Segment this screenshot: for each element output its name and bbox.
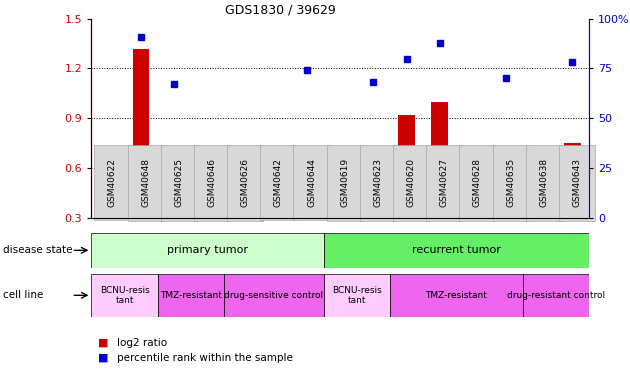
Text: BCNU-resis
tant: BCNU-resis tant (332, 286, 382, 305)
Text: disease state: disease state (3, 245, 72, 255)
Bar (390, 274, 523, 317)
Text: GSM40638: GSM40638 (539, 158, 548, 207)
Text: GSM40648: GSM40648 (141, 158, 150, 207)
Bar (398, 115, 415, 218)
Text: GSM40644: GSM40644 (307, 158, 316, 207)
Bar (166, 206, 183, 218)
Bar (332, 178, 348, 218)
Bar (365, 208, 382, 218)
Text: BCNU-resis
tant: BCNU-resis tant (100, 286, 149, 305)
Text: GSM40626: GSM40626 (241, 158, 249, 207)
Text: TMZ-resistant: TMZ-resistant (160, 291, 222, 300)
Text: GSM40619: GSM40619 (340, 158, 349, 207)
Text: drug-resistant control: drug-resistant control (507, 291, 605, 300)
Text: drug-sensitive control: drug-sensitive control (224, 291, 323, 300)
Bar (91, 232, 324, 268)
Bar (224, 274, 324, 317)
Text: GSM40628: GSM40628 (473, 158, 482, 207)
Bar (91, 274, 158, 317)
Bar (324, 232, 589, 268)
Text: GSM40646: GSM40646 (207, 158, 217, 207)
Text: GSM40635: GSM40635 (506, 158, 515, 207)
Text: ■: ■ (98, 338, 108, 348)
Text: GSM40623: GSM40623 (374, 158, 382, 207)
Bar (324, 274, 390, 317)
Text: primary tumor: primary tumor (167, 245, 248, 255)
Bar (498, 188, 514, 218)
Bar (432, 102, 448, 217)
Text: GSM40642: GSM40642 (274, 158, 283, 207)
Text: recurrent tumor: recurrent tumor (412, 245, 501, 255)
Text: TMZ-resistant: TMZ-resistant (425, 291, 487, 300)
Text: percentile rank within the sample: percentile rank within the sample (117, 353, 292, 363)
Text: GSM40625: GSM40625 (175, 158, 183, 207)
Text: GSM40643: GSM40643 (573, 158, 581, 207)
Bar (133, 49, 149, 217)
Title: GDS1830 / 39629: GDS1830 / 39629 (225, 3, 336, 16)
Bar (158, 274, 224, 317)
Bar (523, 274, 589, 317)
Text: GSM40620: GSM40620 (406, 158, 416, 207)
Text: ■: ■ (98, 353, 108, 363)
Text: log2 ratio: log2 ratio (117, 338, 167, 348)
Text: GSM40627: GSM40627 (440, 158, 449, 207)
Bar (564, 143, 581, 218)
Text: cell line: cell line (3, 290, 43, 300)
Text: GSM40622: GSM40622 (108, 158, 117, 207)
